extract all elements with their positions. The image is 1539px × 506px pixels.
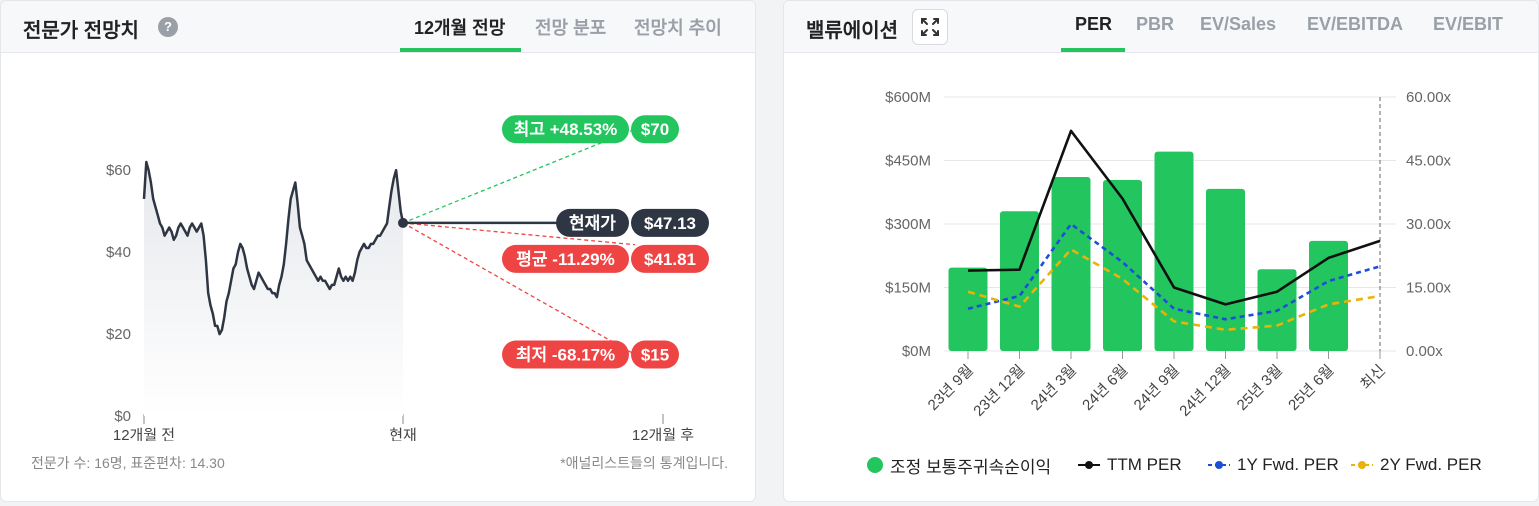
y-right-tick-label: 30.00x: [1406, 216, 1452, 233]
target-value: $41.81: [631, 244, 709, 273]
price-target-chart: $0 $20 $40 $60 12개월 전 현재 12개월 후 현재가 $47.13 최고 +48…: [106, 115, 709, 441]
tab-ev-ebitda[interactable]: EV/EBITDA: [1307, 14, 1404, 34]
valuation-card: 밸류에이션 PER PBR EV/Sales EV/EBITDA EV/EBIT…: [783, 0, 1539, 502]
legend-swatch: [867, 457, 883, 473]
current-price-label-text: 현재가: [569, 214, 616, 233]
target-label-text: 평균 -11.29%: [516, 250, 614, 269]
target-label-text: 최저 -68.17%: [516, 346, 615, 365]
y-left-tick-label: $450M: [885, 153, 931, 170]
x-tick-label: 23년 12월: [970, 362, 1028, 420]
valuation-header: 밸류에이션 PER PBR EV/Sales EV/EBITDA EV/EBIT: [784, 1, 1538, 53]
tab-forecast-distribution[interactable]: 전망 분포: [535, 18, 607, 38]
legend-item[interactable]: 조정 보통주귀속순이익: [866, 453, 1051, 477]
legend-item[interactable]: 2Y Fwd. PER: [1350, 453, 1482, 477]
series-line: [967, 222, 1381, 321]
x-tick-label: 25년 6월: [1285, 362, 1337, 414]
y-left-tick-label: $150M: [885, 280, 931, 297]
help-icon[interactable]: ?: [158, 17, 178, 37]
current-price-value: $47.13: [631, 208, 709, 237]
x-tick-label: 24년 3월: [1028, 362, 1080, 414]
target-value-bg: [631, 115, 679, 144]
legend-swatch: [1078, 461, 1100, 469]
target-label: 평균 -11.29%: [502, 244, 629, 273]
target-label-text: 최고 +48.53%: [514, 120, 618, 139]
analyst-count-note: 전문가 수: 16명, 표준편차: 14.30: [31, 455, 225, 471]
y-tick-label: $20: [106, 326, 131, 343]
tab-ev-ebit[interactable]: EV/EBIT: [1433, 14, 1504, 34]
legend-label: 조정 보통주귀속순이익: [890, 457, 1052, 477]
y-left-tick-label: $0M: [902, 343, 931, 360]
x-tick-label: 24년 9월: [1131, 362, 1183, 414]
target-value-text: $70: [641, 120, 669, 139]
tab-forecast-trend[interactable]: 전망치 추이: [634, 18, 722, 38]
price-history-line: [142, 160, 405, 336]
target-value-text: $15: [641, 346, 669, 365]
target-value-bg: [631, 340, 679, 369]
target-projection-line: [402, 222, 636, 356]
current-price-value-bg: [631, 208, 709, 237]
series-line: [967, 129, 1381, 306]
series-line: [967, 248, 1381, 332]
active-tab-indicator: [1061, 48, 1125, 52]
legend-label: 2Y Fwd. PER: [1380, 455, 1482, 474]
current-price-marker: [398, 217, 408, 228]
legend-swatch: [1351, 461, 1373, 469]
target-value: $15: [631, 340, 679, 369]
target-value-text: $41.81: [644, 250, 696, 269]
y-tick-label: $40: [106, 244, 131, 261]
x-tick-label: 12개월 후: [632, 427, 694, 441]
card-title: 밸류에이션: [806, 20, 898, 42]
disclaimer-note: *애널리스트들의 통계입니다.: [560, 455, 728, 471]
target-value: $70: [631, 115, 679, 144]
legend-label: 1Y Fwd. PER: [1237, 455, 1339, 474]
bar: [1309, 240, 1348, 351]
tab-12-month-forecast[interactable]: 12개월 전망: [414, 18, 506, 38]
target-value-bg: [631, 244, 709, 273]
tab-pbr[interactable]: PBR: [1136, 14, 1175, 34]
target-label-bg: [502, 244, 629, 273]
active-tab-indicator: [400, 48, 521, 52]
current-price-label-bg: [556, 208, 629, 237]
price-area: [144, 162, 403, 416]
bar: [1206, 188, 1245, 351]
y-tick-label: $0: [114, 408, 131, 425]
card-title: 전문가 전망치: [23, 20, 139, 42]
y-right-tick-label: 0.00x: [1406, 343, 1443, 360]
target-label: 최고 +48.53%: [502, 115, 629, 144]
y-left-tick-label: $600M: [885, 89, 931, 106]
legend-label: TTM PER: [1107, 455, 1182, 474]
y-right-tick-label: 45.00x: [1406, 153, 1452, 170]
target-label-bg: [502, 115, 629, 144]
bar: [1103, 179, 1142, 351]
y-left-tick-label: $300M: [885, 216, 931, 233]
legend-item[interactable]: TTM PER: [1077, 453, 1182, 477]
x-tick-label: 현재: [389, 427, 417, 441]
bar: [948, 267, 988, 351]
y-right-tick-label: 15.00x: [1406, 280, 1452, 297]
target-label: 최저 -68.17%: [502, 340, 629, 369]
x-tick-label: 23년 9월: [925, 362, 977, 414]
analyst-forecast-card: 전문가 전망치 ? 12개월 전망 전망 분포 전망치 추이 $0 $20 $40 $…: [0, 0, 756, 502]
target-label-bg: [502, 340, 629, 369]
legend-item[interactable]: 1Y Fwd. PER: [1207, 453, 1339, 477]
current-price-label: 현재가: [556, 208, 629, 237]
x-tick-label: 24년 12월: [1176, 362, 1234, 420]
y-right-tick-label: 60.00x: [1406, 89, 1452, 106]
current-price-value-text: $47.13: [644, 214, 696, 233]
x-tick-label: 12개월 전: [113, 427, 175, 441]
analyst-forecast-header: 전문가 전망치 ? 12개월 전망 전망 분포 전망치 추이: [1, 1, 755, 53]
target-projection-line: [402, 128, 636, 224]
target-projection-line: [402, 222, 636, 246]
x-tick-label: 24년 6월: [1079, 362, 1131, 414]
x-tick-label: 25년 3월: [1234, 362, 1286, 414]
valuation-chart: $0M $150M $300M $450M $600M 0.00x 15.00x 30.00x…: [885, 89, 1452, 420]
y-tick-label: $60: [106, 162, 131, 179]
legend-swatch: [1208, 461, 1230, 469]
bar: [1051, 177, 1091, 351]
tab-per[interactable]: PER: [1075, 14, 1113, 34]
expand-icon[interactable]: [912, 9, 948, 45]
tab-ev-sales[interactable]: EV/Sales: [1200, 14, 1277, 34]
x-tick-label: 최신: [1357, 362, 1389, 394]
